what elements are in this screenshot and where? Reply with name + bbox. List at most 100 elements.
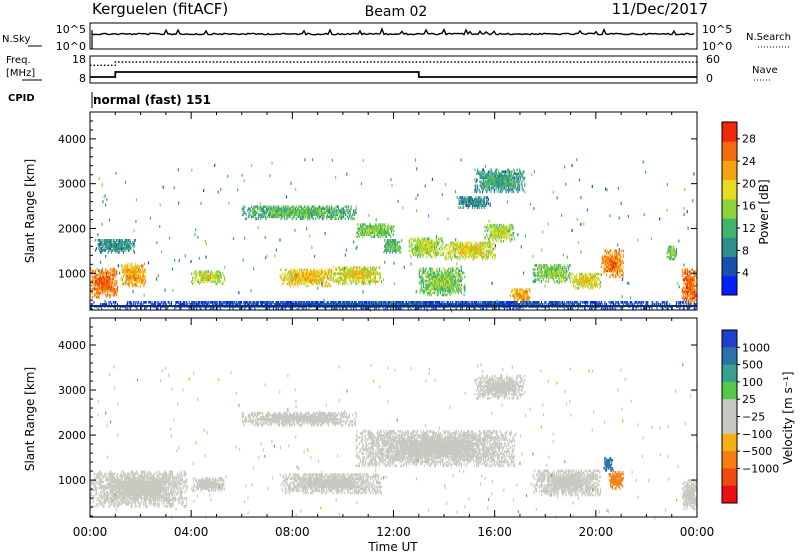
echo-cell	[97, 273, 99, 277]
echo-cell	[106, 269, 108, 273]
echo-cell	[110, 293, 112, 297]
echo-cell	[95, 293, 97, 297]
echo-cell	[117, 289, 119, 293]
echo-cell	[203, 274, 205, 278]
echo-cell	[268, 205, 270, 209]
echo-cell	[212, 274, 214, 278]
echo-cell	[253, 207, 255, 211]
echo-cell	[254, 211, 256, 215]
echo-cell	[282, 272, 284, 276]
echo-cell	[91, 295, 93, 299]
echo-cell	[224, 278, 226, 282]
echo-cell	[260, 209, 262, 213]
echo-cell	[103, 275, 105, 279]
echo-cell	[203, 272, 205, 276]
echo-cell	[207, 270, 209, 274]
echo-cell	[129, 243, 131, 246]
echo-cell	[115, 249, 117, 252]
echo-cell	[471, 241, 473, 245]
echo-cell	[134, 274, 136, 278]
echo-cell	[109, 279, 111, 283]
echo-cell	[109, 245, 111, 248]
echo-cell	[242, 213, 244, 217]
echo-cell	[104, 241, 106, 244]
echo-cell	[110, 273, 112, 277]
echo-cell	[219, 274, 221, 278]
echo-cell	[197, 272, 199, 276]
echo-cell	[131, 268, 133, 272]
echo-cell	[101, 243, 103, 246]
echo-cell	[262, 211, 264, 215]
echo-cell	[267, 207, 269, 211]
echo-cell	[222, 272, 224, 276]
echo-cell	[109, 271, 111, 275]
echo-cell	[133, 274, 135, 278]
echo-cell	[95, 239, 97, 242]
echo-cell	[205, 276, 207, 280]
echo-cell	[102, 273, 104, 277]
echo-cell	[588, 286, 590, 290]
echo-cell	[115, 247, 117, 250]
nsky-tick-top: 10^5	[56, 23, 86, 36]
echo-cell	[127, 247, 129, 250]
echo-cell	[116, 269, 118, 273]
echo-cell	[111, 287, 113, 291]
echo-cell	[128, 249, 130, 252]
echo-cell	[243, 207, 245, 211]
echo-cell	[266, 205, 268, 209]
echo-cell	[98, 239, 100, 242]
echo-cell	[111, 269, 113, 273]
echo-cell	[541, 264, 543, 267]
echo-cell	[128, 278, 130, 282]
echo-cell	[127, 270, 129, 274]
echo-cell	[521, 184, 523, 188]
echo-cell	[213, 272, 215, 276]
echo-cell	[219, 280, 221, 284]
echo-cell	[125, 247, 127, 250]
echo-cell	[552, 278, 554, 281]
echo-cell	[121, 245, 123, 248]
echo-cell	[117, 251, 119, 254]
echo-cell	[205, 272, 207, 276]
echo-cell	[92, 283, 94, 287]
echo-cell	[107, 289, 109, 293]
echo-cell	[112, 271, 114, 275]
echo-cell	[213, 274, 215, 278]
echo-cell	[328, 282, 330, 286]
echo-cell	[451, 255, 453, 259]
echo-cell	[399, 241, 401, 244]
echo-cell	[219, 278, 221, 282]
echo-cell	[257, 217, 259, 221]
echo-cell	[105, 243, 107, 246]
echo-cell	[132, 284, 134, 288]
echo-cell	[106, 285, 108, 289]
echo-cell	[110, 289, 112, 293]
echo-cell	[254, 209, 256, 213]
echo-cell	[353, 266, 355, 269]
echo-cell	[96, 279, 98, 283]
echo-cell	[104, 279, 106, 283]
echo-cell	[207, 276, 209, 280]
echo-cell	[100, 247, 102, 250]
echo-cell	[423, 277, 425, 281]
echo-cell	[135, 274, 137, 278]
echo-cell	[512, 288, 514, 291]
echo-cell	[377, 280, 379, 284]
echo-cell	[109, 275, 111, 279]
echo-cell	[622, 271, 624, 275]
echo-cell	[103, 273, 105, 277]
echo-cell	[127, 266, 129, 270]
echo-cell	[103, 281, 105, 285]
echo-cell	[204, 274, 206, 278]
echo-cell	[106, 243, 108, 246]
echo-cell	[127, 241, 129, 244]
echo-cell	[137, 278, 139, 282]
echo-cell	[138, 280, 140, 284]
echo-cell	[535, 278, 537, 281]
echo-cell	[315, 217, 317, 221]
echo-cell	[101, 291, 103, 295]
echo-cell	[129, 270, 131, 274]
echo-cell	[117, 247, 119, 250]
echo-cell	[392, 233, 394, 237]
echo-cell	[130, 264, 132, 268]
